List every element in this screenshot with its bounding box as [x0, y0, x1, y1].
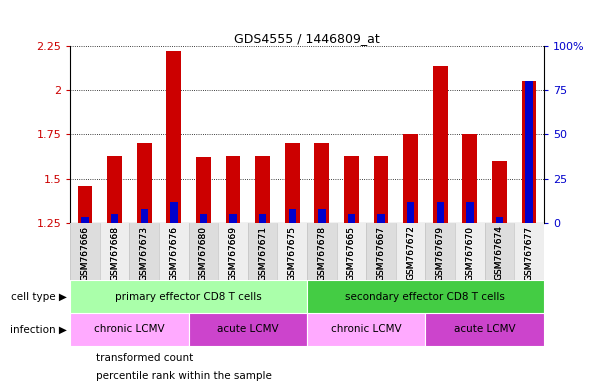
Bar: [189, 313, 307, 346]
Bar: [78, 185, 92, 223]
Text: GSM767679: GSM767679: [436, 226, 445, 281]
Text: GSM767679: GSM767679: [436, 226, 445, 281]
Text: acute LCMV: acute LCMV: [217, 324, 279, 334]
Bar: [159, 223, 189, 280]
Bar: [100, 223, 130, 280]
Text: GSM767673: GSM767673: [140, 226, 148, 281]
Text: GSM767669: GSM767669: [229, 226, 238, 281]
Text: chronic LCMV: chronic LCMV: [331, 324, 401, 334]
Text: GSM767665: GSM767665: [347, 226, 356, 281]
Text: GSM767674: GSM767674: [495, 226, 504, 280]
Text: GSM767665: GSM767665: [347, 226, 356, 281]
Text: chronic LCMV: chronic LCMV: [94, 324, 165, 334]
Bar: [492, 161, 507, 223]
Bar: [285, 143, 299, 223]
Text: GSM767678: GSM767678: [317, 226, 326, 281]
Text: GSM767680: GSM767680: [199, 226, 208, 281]
Bar: [288, 209, 296, 223]
Bar: [337, 223, 366, 280]
Bar: [496, 217, 503, 223]
Text: GSM767672: GSM767672: [406, 226, 415, 280]
Bar: [218, 223, 248, 280]
Bar: [259, 214, 266, 223]
Bar: [307, 313, 425, 346]
Bar: [166, 51, 181, 223]
Bar: [141, 209, 148, 223]
Bar: [81, 217, 89, 223]
Text: GSM767669: GSM767669: [229, 226, 238, 281]
Bar: [425, 223, 455, 280]
Bar: [170, 202, 178, 223]
Bar: [130, 223, 159, 280]
Text: GSM767671: GSM767671: [258, 226, 267, 281]
Bar: [344, 156, 359, 223]
Text: cell type ▶: cell type ▶: [12, 291, 67, 302]
Bar: [366, 223, 396, 280]
Text: GSM767676: GSM767676: [169, 226, 178, 281]
Bar: [225, 156, 241, 223]
Bar: [70, 313, 189, 346]
Bar: [318, 209, 326, 223]
Text: GSM767668: GSM767668: [110, 226, 119, 281]
Bar: [433, 66, 448, 223]
Bar: [307, 223, 337, 280]
Text: GSM767666: GSM767666: [81, 226, 90, 281]
Bar: [436, 202, 444, 223]
Text: GSM767666: GSM767666: [81, 226, 90, 281]
Bar: [425, 313, 544, 346]
Text: GSM767674: GSM767674: [495, 226, 504, 280]
Bar: [70, 223, 100, 280]
Text: GSM767667: GSM767667: [376, 226, 386, 281]
Text: GSM767673: GSM767673: [140, 226, 148, 281]
Text: GSM767675: GSM767675: [288, 226, 297, 281]
Bar: [522, 81, 536, 223]
Bar: [255, 156, 270, 223]
Bar: [373, 156, 389, 223]
Text: transformed count: transformed count: [97, 353, 194, 363]
Bar: [403, 134, 418, 223]
Bar: [108, 156, 122, 223]
Text: GSM767671: GSM767671: [258, 226, 267, 281]
Bar: [200, 214, 207, 223]
Text: primary effector CD8 T cells: primary effector CD8 T cells: [115, 291, 262, 302]
Text: GSM767670: GSM767670: [466, 226, 474, 281]
Text: GSM767678: GSM767678: [317, 226, 326, 281]
Bar: [70, 280, 307, 313]
Text: GSM767677: GSM767677: [524, 226, 533, 281]
Text: GSM767680: GSM767680: [199, 226, 208, 281]
Bar: [196, 157, 211, 223]
Bar: [514, 223, 544, 280]
Bar: [466, 202, 474, 223]
Bar: [348, 214, 355, 223]
Text: GSM767668: GSM767668: [110, 226, 119, 281]
Text: GSM767672: GSM767672: [406, 226, 415, 280]
Bar: [229, 214, 236, 223]
Bar: [525, 81, 533, 223]
Bar: [277, 223, 307, 280]
Text: GSM767670: GSM767670: [466, 226, 474, 281]
Text: GSM767677: GSM767677: [524, 226, 533, 281]
Bar: [248, 223, 277, 280]
Bar: [455, 223, 485, 280]
Bar: [111, 214, 119, 223]
Bar: [307, 280, 544, 313]
Bar: [137, 143, 152, 223]
Text: acute LCMV: acute LCMV: [454, 324, 516, 334]
Bar: [463, 134, 477, 223]
Title: GDS4555 / 1446809_at: GDS4555 / 1446809_at: [234, 32, 380, 45]
Bar: [189, 223, 218, 280]
Bar: [485, 223, 514, 280]
Text: GSM767675: GSM767675: [288, 226, 297, 281]
Text: infection ▶: infection ▶: [10, 324, 67, 334]
Bar: [407, 202, 414, 223]
Bar: [396, 223, 425, 280]
Bar: [378, 214, 385, 223]
Text: percentile rank within the sample: percentile rank within the sample: [97, 371, 272, 381]
Text: GSM767667: GSM767667: [376, 226, 386, 281]
Bar: [315, 143, 329, 223]
Text: secondary effector CD8 T cells: secondary effector CD8 T cells: [345, 291, 505, 302]
Text: GSM767676: GSM767676: [169, 226, 178, 281]
